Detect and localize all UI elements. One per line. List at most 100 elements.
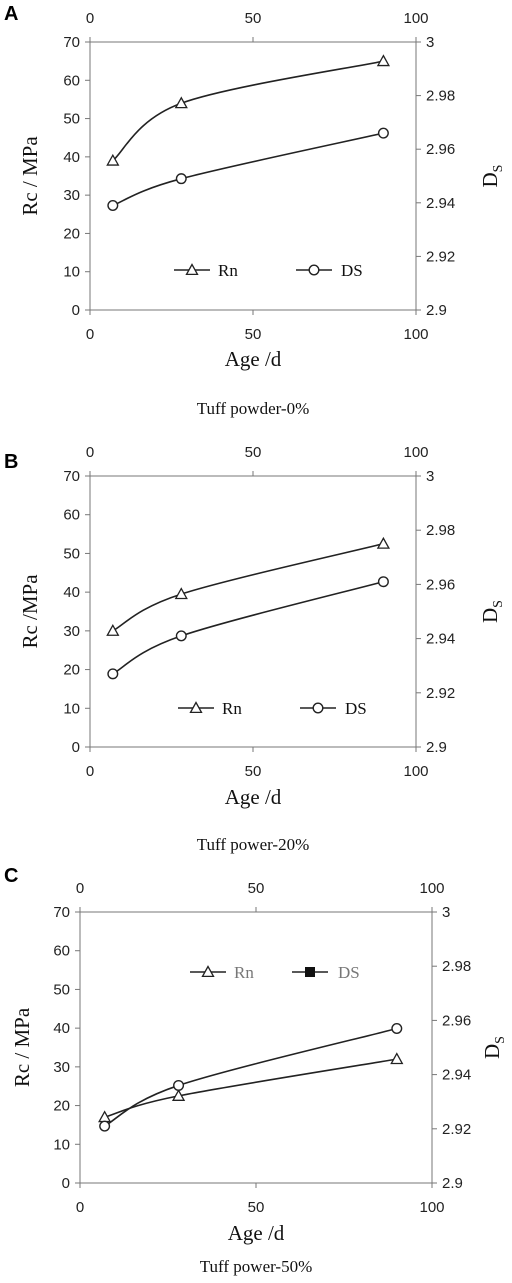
x-tick-label: 50 [245,326,262,343]
y-tick-label: 70 [63,34,80,51]
x-tick-label: 0 [76,1199,84,1216]
panel-b: B0102030405060702.92.922.942.962.9830050… [4,444,506,854]
y-tick-label: 40 [53,1020,70,1037]
x-top-tick-label: 0 [76,880,84,897]
y-axis-label: Rc / MPa [10,1007,34,1087]
y-tick-label: 10 [63,700,80,717]
y2-axis-label: DS [478,165,506,188]
panel-letter: B [4,451,18,473]
plot-frame [89,475,417,748]
panel-a: A0102030405060702.92.922.942.962.9830050… [4,3,506,418]
y2-label-sub: S [491,600,506,608]
y2-label-sub: S [493,1036,508,1044]
y2-tick-label: 2.96 [426,141,455,158]
series-line-ds [112,132,384,207]
legend-item-ds: DS [300,699,367,718]
x-top-tick-label: 0 [86,444,94,461]
y2-tick-label: 3 [426,34,434,51]
series-ds [99,1023,403,1132]
y2-label-main: D [480,1044,504,1059]
plot-frame [89,41,417,311]
legend-marker [185,263,199,276]
legend-label: DS [345,699,367,718]
panel-caption: Tuff powder-0% [197,399,310,418]
x-tick-label: 100 [403,763,428,780]
panel-letter: C [4,865,18,887]
legend-label: DS [341,261,363,280]
data-point-rn [106,624,120,636]
y-tick-label: 0 [62,1175,70,1192]
series-rn [106,536,391,636]
y2-tick-label: 3 [426,468,434,485]
x-tick-label: 50 [248,1199,265,1216]
panel-letter: A [4,3,18,25]
x-top-tick-label: 50 [248,880,265,897]
series-rn [98,1052,404,1123]
data-point-ds [107,199,119,211]
y-tick-label: 0 [72,739,80,756]
x-axis-label: Age /d [225,785,282,809]
series-line-rn [104,1058,397,1118]
y-tick-label: 30 [63,187,80,204]
x-top-tick-label: 100 [403,10,428,27]
data-point-ds [377,576,389,588]
data-point-rn [174,96,188,109]
y-tick-label: 20 [53,1098,70,1115]
y2-tick-label: 2.92 [426,248,455,265]
x-top-tick-label: 100 [419,880,444,897]
y2-tick-label: 2.98 [442,958,471,975]
series-line-ds [112,580,384,675]
data-point-ds [173,1079,185,1091]
data-point-rn [376,536,391,549]
legend-label: DS [338,963,360,982]
y-tick-label: 50 [53,981,70,998]
data-point-rn [171,1089,186,1101]
y2-tick-label: 2.98 [426,522,455,539]
y-tick-label: 70 [63,468,80,485]
y-tick-label: 60 [53,943,70,960]
legend-item-rn: Rn [174,261,238,280]
y2-tick-label: 2.92 [442,1121,471,1138]
data-point-ds [107,668,119,680]
y2-tick-label: 3 [442,904,450,921]
y2-tick-label: 2.94 [442,1067,471,1084]
x-top-tick-label: 50 [245,444,262,461]
y-tick-label: 20 [63,225,80,242]
legend-marker [305,967,315,977]
y-tick-label: 10 [63,264,80,281]
y2-label-main: D [478,172,502,187]
y2-axis-label-text: DS [478,600,506,623]
legend-item-rn: Rn [190,963,254,982]
x-tick-label: 0 [86,763,94,780]
y2-tick-label: 2.92 [426,685,455,702]
y-tick-label: 50 [63,545,80,562]
legend-label: Rn [222,699,242,718]
legend-marker [189,701,203,714]
series-line-rn [112,542,384,632]
panel-c: C0102030405060702.92.922.942.962.9830050… [4,865,508,1276]
y-tick-label: 60 [63,72,80,89]
y-tick-label: 20 [63,662,80,679]
data-point-rn [376,54,391,67]
data-point-ds [99,1120,111,1132]
y2-tick-label: 2.9 [442,1175,463,1192]
y-tick-label: 60 [63,507,80,524]
x-tick-label: 100 [419,1199,444,1216]
y2-tick-label: 2.96 [442,1012,471,1029]
legend-marker [312,702,324,714]
data-point-ds [175,630,187,642]
series-rn [106,54,391,166]
y-tick-label: 10 [53,1136,70,1153]
x-tick-label: 100 [403,326,428,343]
y-tick-label: 50 [63,111,80,128]
y2-tick-label: 2.96 [426,576,455,593]
y-tick-label: 40 [63,584,80,601]
series-ds [107,576,389,680]
y2-axis-label: DS [478,600,506,623]
x-tick-label: 0 [86,326,94,343]
y2-tick-label: 2.9 [426,739,447,756]
panel-caption: Tuff power-20% [197,835,310,854]
data-point-rn [390,1052,404,1065]
x-axis-label: Age /d [228,1221,285,1245]
